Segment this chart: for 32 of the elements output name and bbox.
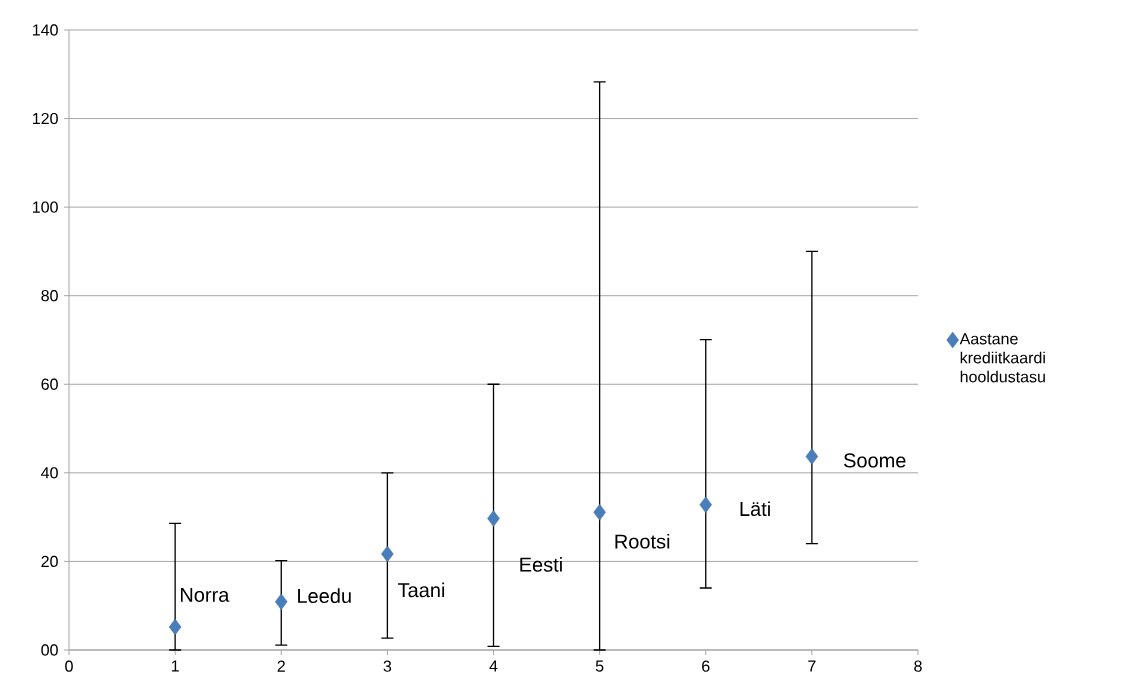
legend-label: Aastane krediitkaardi hooldustasu xyxy=(959,333,1045,383)
x-tick-label: 0 xyxy=(65,660,73,672)
x-tick-label: 7 xyxy=(808,660,816,672)
y-tick-label: 100 xyxy=(33,201,58,213)
annotation: Rootsi xyxy=(615,533,670,549)
x-tick-label: 5 xyxy=(595,660,604,672)
point xyxy=(593,504,606,521)
point xyxy=(805,448,819,465)
annotation: Läti xyxy=(740,501,770,517)
annotation: Taani xyxy=(398,582,445,598)
x-tick-label: 6 xyxy=(702,660,710,672)
point xyxy=(275,593,288,610)
annotation: Leedu xyxy=(298,588,351,604)
y-tick-label: 140 xyxy=(33,24,58,36)
x-tick-label: 4 xyxy=(489,660,498,672)
annotation: Norra xyxy=(180,587,230,602)
point xyxy=(487,510,500,527)
y-tick-label: 60 xyxy=(41,378,58,390)
annotation: Eesti xyxy=(520,557,562,572)
y-tick-label: 00 xyxy=(41,644,58,656)
point xyxy=(168,618,182,636)
x-tick-label: 8 xyxy=(914,660,922,672)
x-tick-label: 2 xyxy=(277,660,285,672)
y-tick-label: 80 xyxy=(41,290,58,302)
y-tick-label: 120 xyxy=(33,112,58,125)
x-tick-label: 1 xyxy=(171,660,179,672)
annotation: Soome xyxy=(843,453,906,468)
point xyxy=(381,545,394,563)
x-tick-label: 3 xyxy=(383,660,392,672)
y-tick-label: 40 xyxy=(41,467,58,479)
point xyxy=(699,496,712,513)
y-tick-label: 20 xyxy=(41,555,58,568)
